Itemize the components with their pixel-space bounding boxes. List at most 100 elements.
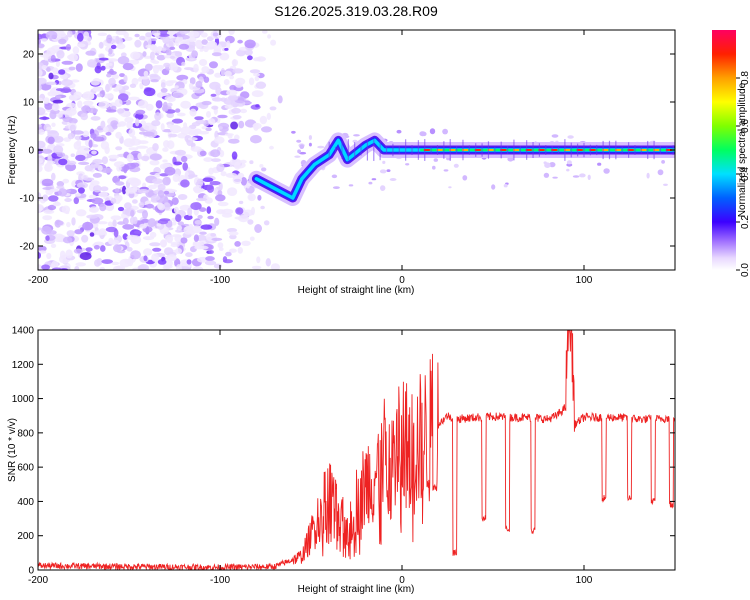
- noise-blob: [142, 51, 147, 57]
- noise-blob: [212, 32, 219, 37]
- noise-blob: [41, 148, 53, 154]
- noise-blob: [88, 194, 97, 199]
- noise-blob: [240, 177, 247, 186]
- y-tick-label: 600: [17, 463, 34, 474]
- noise-blob: [122, 185, 127, 195]
- noise-blob: [185, 252, 193, 258]
- noise-blob: [167, 102, 173, 107]
- colorbar-gradient: [712, 30, 736, 270]
- noise-blob: [180, 179, 190, 188]
- noise-blob: [161, 47, 167, 52]
- noise-blob: [55, 95, 62, 99]
- noise-blob: [382, 160, 386, 164]
- noise-blob: [87, 107, 98, 114]
- noise-blob: [205, 256, 215, 262]
- noise-blob: [255, 104, 260, 108]
- noise-blob: [46, 230, 57, 235]
- noise-blob: [115, 35, 120, 44]
- noise-blob: [118, 175, 127, 180]
- noise-blob: [219, 52, 230, 61]
- noise-blob: [237, 247, 243, 254]
- noise-blob: [433, 158, 438, 162]
- noise-blob: [166, 30, 176, 36]
- noise-blob: [175, 264, 182, 270]
- noise-blob: [105, 83, 110, 93]
- noise-blob: [38, 37, 41, 46]
- noise-blob: [50, 243, 57, 248]
- noise-blob: [157, 183, 166, 191]
- noise-blob: [172, 221, 177, 226]
- noise-blob: [58, 158, 68, 166]
- noise-blob: [117, 56, 130, 65]
- noise-blob: [182, 162, 188, 171]
- noise-blob: [190, 202, 202, 211]
- noise-blob: [106, 58, 119, 62]
- noise-blob: [162, 36, 171, 44]
- noise-blob: [308, 142, 312, 147]
- noise-blob: [248, 77, 255, 86]
- colorbar-tick-label: 0.4: [740, 167, 750, 181]
- noise-blob: [195, 197, 208, 202]
- noise-blob: [308, 135, 312, 140]
- noise-blob: [137, 152, 143, 160]
- noise-blob: [103, 126, 109, 133]
- noise-blob: [94, 65, 102, 74]
- noise-blob: [181, 61, 186, 66]
- noise-blob: [99, 203, 107, 212]
- noise-blob: [183, 122, 188, 129]
- noise-blob: [91, 144, 99, 148]
- noise-blob: [94, 259, 101, 267]
- noise-blob: [217, 114, 228, 119]
- noise-blob: [657, 169, 664, 176]
- noise-blob: [254, 76, 260, 82]
- noise-blob: [180, 100, 192, 109]
- noise-blob: [192, 129, 199, 136]
- noise-blob: [348, 184, 354, 187]
- noise-blob: [74, 193, 82, 197]
- noise-blob: [61, 79, 73, 86]
- noise-blob: [45, 235, 50, 241]
- noise-blob: [132, 199, 138, 204]
- noise-blob: [123, 31, 129, 39]
- noise-blob: [183, 214, 193, 221]
- noise-blob: [149, 153, 162, 161]
- noise-blob: [196, 178, 204, 185]
- noise-blob: [47, 204, 57, 211]
- noise-blob: [48, 195, 59, 202]
- noise-blob: [108, 237, 114, 245]
- colorbar: 0.0 0.2 0.4 0.6 0.8 Normalized spectral ampl…: [712, 30, 750, 277]
- noise-blob: [168, 40, 174, 47]
- noise-blob: [235, 77, 246, 85]
- noise-blob: [259, 164, 264, 168]
- noise-blob: [566, 168, 570, 172]
- noise-blob: [38, 77, 47, 85]
- noise-blob: [160, 88, 168, 93]
- noise-blob: [202, 177, 214, 182]
- noise-blob: [142, 122, 155, 131]
- colorbar-ticks: 0.0 0.2 0.4 0.6 0.8: [736, 71, 750, 277]
- noise-blob: [139, 35, 146, 41]
- noise-blob: [213, 263, 222, 269]
- noise-blob: [206, 41, 218, 50]
- noise-blob: [56, 50, 65, 59]
- noise-blob: [141, 218, 150, 223]
- noise-blob: [163, 190, 170, 195]
- noise-blob: [100, 65, 106, 71]
- noise-blob: [149, 160, 160, 166]
- noise-blob: [226, 89, 238, 96]
- noise-blob: [44, 163, 51, 172]
- noise-blob: [131, 77, 139, 86]
- noise-blob: [50, 54, 56, 62]
- noise-blob: [150, 195, 161, 201]
- noise-blob: [211, 105, 219, 110]
- noise-blob: [74, 229, 83, 235]
- noise-blob: [198, 188, 205, 192]
- noise-blob: [66, 230, 75, 237]
- noise-blob: [143, 248, 153, 256]
- noise-blob: [193, 63, 199, 73]
- noise-blob: [61, 60, 74, 65]
- noise-blob: [84, 165, 94, 172]
- noise-blob: [253, 57, 261, 62]
- noise-blob: [38, 97, 44, 103]
